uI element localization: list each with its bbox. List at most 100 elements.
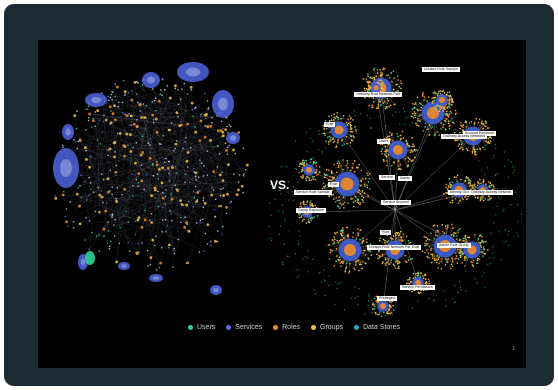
node [179,199,183,203]
node [405,261,408,263]
user-node [369,117,372,119]
node [194,185,197,188]
node [442,109,444,112]
node [362,237,364,239]
node [61,144,64,146]
edge [85,181,117,199]
node [446,107,448,109]
edge [135,94,161,235]
node [445,197,448,199]
node [142,103,145,105]
edge [394,112,434,211]
node [100,173,103,175]
user-node [367,108,369,110]
node [131,194,134,197]
node [445,191,447,194]
node [104,209,108,213]
node [453,234,455,237]
node [313,175,315,178]
node [466,259,468,261]
edge [199,113,202,192]
node [226,163,230,166]
user-node [507,244,510,247]
node [313,216,316,218]
node [305,177,307,180]
node [127,221,130,223]
edge [102,125,180,133]
node [186,166,189,168]
edge [79,139,158,163]
user-node [493,257,495,259]
node [357,198,360,201]
node [487,195,490,198]
edge [115,175,146,221]
node [397,165,400,167]
node [451,261,454,263]
user-node [299,235,301,237]
edge [101,141,186,198]
user-node [364,313,366,315]
node [186,151,190,154]
node [147,265,149,267]
user-node [474,277,476,280]
node [331,176,334,178]
node [412,145,415,148]
node [322,132,325,134]
node [406,142,409,145]
node [339,262,342,264]
node [381,72,384,75]
node [367,84,370,86]
node [422,104,424,107]
user-node [458,280,461,283]
service-cluster-core [91,96,101,104]
node [408,145,411,148]
node [343,237,345,239]
node [299,205,301,208]
node [84,180,87,183]
node [177,103,180,106]
node [353,205,355,208]
node [357,228,359,230]
legend-item-users: Users [188,324,215,331]
node [98,250,101,252]
edge [132,174,224,181]
node [327,143,330,145]
node [386,164,388,167]
node [385,137,388,139]
node [458,227,461,230]
user-node [517,235,519,237]
edge [186,161,204,177]
node [481,198,483,200]
user-node [309,162,311,164]
node [426,249,428,251]
node [490,137,493,139]
node [396,75,399,77]
node [433,99,436,102]
node [449,94,452,97]
node [379,143,382,145]
node [454,197,457,200]
node [87,119,90,122]
node [437,93,439,95]
node [478,241,480,244]
node [360,169,363,172]
node [436,225,439,227]
node [489,136,492,138]
edge [85,129,188,225]
node [342,168,344,171]
node [382,311,385,314]
user-node [309,128,312,130]
node [386,261,389,263]
node [317,173,320,176]
legend-dot-services [226,324,232,330]
node [225,149,228,152]
node [108,245,111,248]
edge [175,132,196,186]
node [168,96,172,100]
node [341,234,343,237]
node [336,112,339,114]
node [411,108,414,110]
node [354,195,357,198]
node [174,147,176,150]
node [388,307,391,310]
